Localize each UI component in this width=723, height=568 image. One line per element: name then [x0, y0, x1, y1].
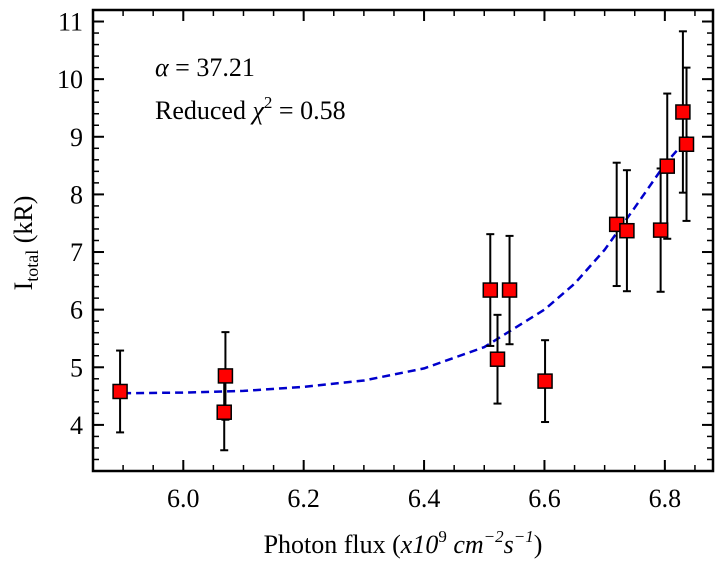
- data-point: [652, 222, 669, 238]
- data-point: [678, 136, 695, 153]
- y-axis-title-unit: (kR): [9, 196, 38, 250]
- data-markers: [112, 104, 695, 420]
- x-tick-label: 6.8: [649, 484, 682, 513]
- x-axis-title-close: ): [534, 530, 543, 559]
- y-axis-title-sub: total: [22, 250, 42, 282]
- x-tick-label: 6.6: [528, 484, 561, 513]
- y-tick-label: 8: [70, 180, 83, 209]
- data-point: [482, 282, 499, 298]
- data-point: [619, 222, 635, 239]
- data-point: [501, 282, 518, 298]
- data-point: [216, 404, 232, 420]
- x-axis-title-main: Photon flux (: [264, 530, 401, 559]
- data-point: [659, 158, 676, 174]
- y-tick-label: 4: [70, 411, 83, 440]
- data-point: [537, 373, 553, 389]
- y-tick-label: 5: [70, 353, 83, 382]
- y-tick-label: 7: [70, 238, 83, 267]
- x-tick-label: 6.4: [408, 484, 441, 513]
- x-tick-labels: 6.0 6.2 6.4 6.6 6.8: [167, 484, 681, 513]
- x-axis-title-unit1: cm: [453, 530, 483, 559]
- y-axis-title: Itotal (kR): [9, 196, 42, 291]
- x-axis-title-mult-exp: 9: [438, 527, 447, 546]
- data-point: [675, 104, 691, 120]
- chi-exponent: 2: [264, 93, 273, 112]
- alpha-symbol: α: [155, 53, 170, 82]
- x-tick-label: 6.2: [287, 484, 320, 513]
- major-ticks: [93, 10, 713, 471]
- chi-value: = 0.58: [272, 96, 345, 125]
- chi-annotation: Reduced χ2 = 0.58: [155, 93, 346, 125]
- data-point: [489, 351, 506, 367]
- y-tick-label: 11: [58, 8, 83, 37]
- alpha-annotation: α = 37.21: [155, 53, 255, 82]
- y-tick-label: 10: [57, 65, 83, 94]
- x-tick-label: 6.0: [167, 484, 200, 513]
- y-tick-labels: 4 5 6 7 8 9 10 11: [57, 8, 83, 440]
- plot-frame: [91, 8, 715, 473]
- chi-prefix: Reduced: [155, 96, 252, 125]
- y-tick-label: 6: [70, 296, 83, 325]
- y-axis-title-main: I: [9, 282, 38, 291]
- data-point: [217, 368, 234, 384]
- fit-curve: [123, 135, 690, 395]
- x-axis-title-unit1-exp: −2: [484, 527, 504, 546]
- data-point: [112, 383, 128, 400]
- x-axis-title: Photon flux (x109 cm−2s−1): [264, 527, 543, 559]
- x-axis-title-mult: x10: [400, 530, 439, 559]
- alpha-value: = 37.21: [169, 53, 255, 82]
- y-tick-label: 9: [70, 123, 83, 152]
- error-bars: [116, 30, 691, 452]
- x-axis-title-unit2-exp: −1: [514, 527, 534, 546]
- x-axis-title-unit2: s: [504, 530, 514, 559]
- chi-symbol: χ: [249, 96, 264, 125]
